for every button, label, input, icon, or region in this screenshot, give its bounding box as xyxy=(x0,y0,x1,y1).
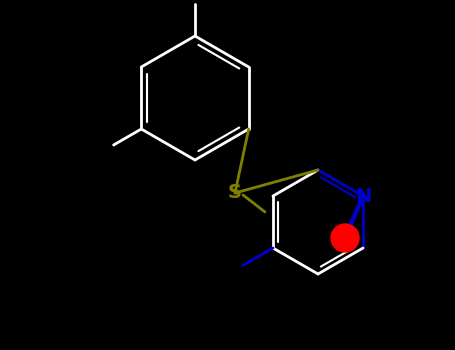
Circle shape xyxy=(331,224,359,252)
Text: S: S xyxy=(228,183,242,203)
Text: N: N xyxy=(355,187,371,205)
